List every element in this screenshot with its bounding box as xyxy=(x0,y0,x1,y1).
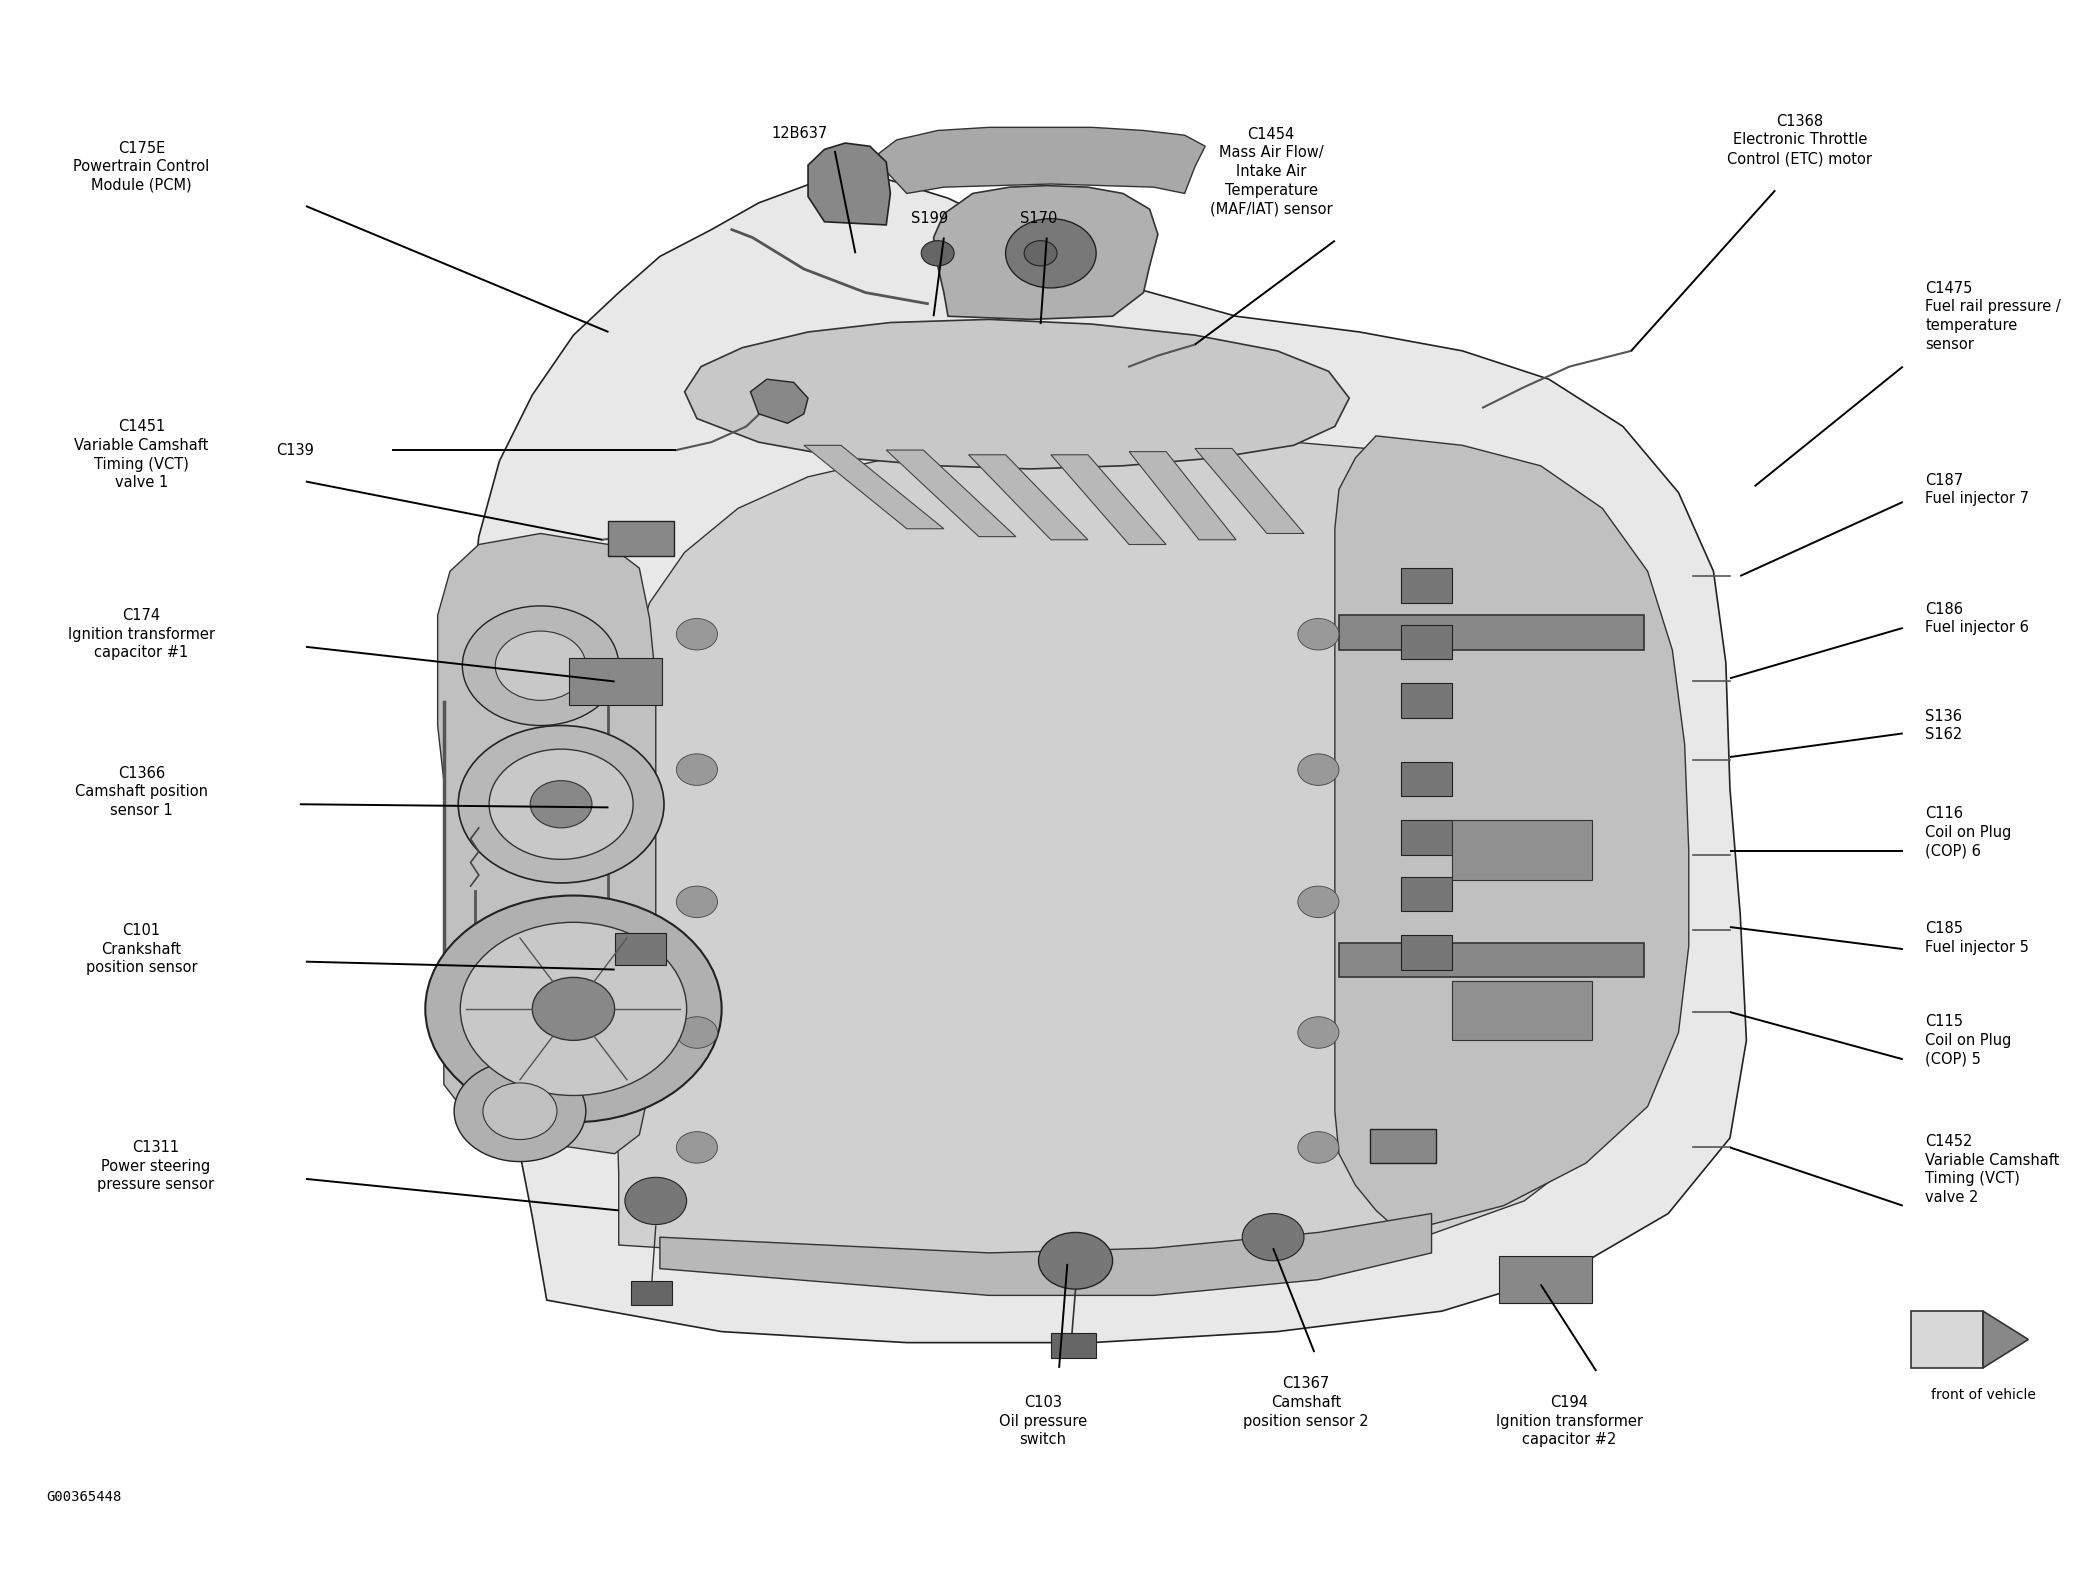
Polygon shape xyxy=(933,186,1158,320)
Circle shape xyxy=(533,978,615,1041)
Circle shape xyxy=(675,754,717,785)
Polygon shape xyxy=(437,533,657,1154)
Polygon shape xyxy=(1129,451,1236,539)
Text: C1452
Variable Camshaft
Timing (VCT)
valve 2: C1452 Variable Camshaft Timing (VCT) val… xyxy=(1926,1134,2060,1205)
Text: C186
Fuel injector 6: C186 Fuel injector 6 xyxy=(1926,602,2028,636)
Circle shape xyxy=(1299,886,1338,918)
Bar xyxy=(1451,981,1591,1041)
Circle shape xyxy=(462,606,619,725)
Text: C103
Oil pressure
switch: C103 Oil pressure switch xyxy=(999,1396,1087,1448)
Polygon shape xyxy=(1194,448,1305,533)
Polygon shape xyxy=(876,128,1204,194)
Bar xyxy=(1401,935,1451,970)
Polygon shape xyxy=(1334,435,1690,1233)
Text: C139: C139 xyxy=(276,443,314,457)
Bar xyxy=(615,934,667,965)
Circle shape xyxy=(675,1132,717,1164)
Circle shape xyxy=(625,1178,686,1225)
Circle shape xyxy=(1299,754,1338,785)
Polygon shape xyxy=(887,449,1016,536)
Polygon shape xyxy=(751,378,807,423)
Circle shape xyxy=(489,749,634,859)
Bar xyxy=(1338,943,1644,978)
Polygon shape xyxy=(615,438,1658,1268)
Circle shape xyxy=(1039,1233,1112,1288)
Text: C1366
Camshaft position
sensor 1: C1366 Camshaft position sensor 1 xyxy=(75,765,207,818)
Polygon shape xyxy=(684,320,1349,468)
Polygon shape xyxy=(1982,1310,2028,1367)
Circle shape xyxy=(460,923,686,1096)
Polygon shape xyxy=(807,144,891,226)
Polygon shape xyxy=(661,1214,1432,1295)
Circle shape xyxy=(1299,618,1338,650)
Bar xyxy=(1401,820,1451,855)
Circle shape xyxy=(675,1017,717,1049)
Text: C101
Crankshaft
position sensor: C101 Crankshaft position sensor xyxy=(86,923,197,975)
Bar xyxy=(569,658,663,705)
Circle shape xyxy=(1242,1214,1305,1260)
Text: C1367
Camshaft
position sensor 2: C1367 Camshaft position sensor 2 xyxy=(1244,1377,1370,1429)
Bar xyxy=(608,520,673,555)
Text: C1311
Power steering
pressure sensor: C1311 Power steering pressure sensor xyxy=(96,1140,213,1192)
Circle shape xyxy=(531,781,592,828)
Circle shape xyxy=(1025,241,1058,267)
Bar xyxy=(1370,1129,1437,1164)
Circle shape xyxy=(483,1083,556,1140)
Circle shape xyxy=(675,618,717,650)
Text: front of vehicle: front of vehicle xyxy=(1930,1388,2035,1402)
Text: S170: S170 xyxy=(1020,211,1058,226)
Bar xyxy=(1338,615,1644,650)
Text: S136
S162: S136 S162 xyxy=(1926,708,1963,743)
Circle shape xyxy=(1299,1017,1338,1049)
Circle shape xyxy=(496,631,585,700)
Text: C1451
Variable Camshaft
Timing (VCT)
valve 1: C1451 Variable Camshaft Timing (VCT) val… xyxy=(73,419,209,490)
Circle shape xyxy=(922,241,953,267)
Circle shape xyxy=(675,886,717,918)
Polygon shape xyxy=(470,178,1746,1342)
Bar xyxy=(1401,624,1451,659)
Circle shape xyxy=(424,896,721,1123)
Bar xyxy=(1401,877,1451,912)
Bar xyxy=(631,1281,671,1304)
Bar xyxy=(1052,1333,1096,1358)
Circle shape xyxy=(454,1061,585,1162)
Bar xyxy=(1499,1255,1591,1303)
Bar xyxy=(1401,762,1451,796)
Text: G00365448: G00365448 xyxy=(46,1490,121,1504)
Circle shape xyxy=(1006,219,1096,289)
Text: C115
Coil on Plug
(COP) 5: C115 Coil on Plug (COP) 5 xyxy=(1926,1014,2012,1066)
Bar xyxy=(1451,820,1591,880)
Circle shape xyxy=(1299,1132,1338,1164)
Text: C175E
Powertrain Control
Module (PCM): C175E Powertrain Control Module (PCM) xyxy=(73,140,209,192)
Bar xyxy=(1911,1310,1982,1367)
Circle shape xyxy=(458,725,665,883)
Polygon shape xyxy=(968,454,1087,539)
Text: C1454
Mass Air Flow/
Intake Air
Temperature
(MAF/IAT) sensor: C1454 Mass Air Flow/ Intake Air Temperat… xyxy=(1211,126,1332,216)
Text: C187
Fuel injector 7: C187 Fuel injector 7 xyxy=(1926,473,2030,506)
Text: 12B637: 12B637 xyxy=(772,126,828,140)
Text: C194
Ignition transformer
capacitor #2: C194 Ignition transformer capacitor #2 xyxy=(1495,1396,1644,1448)
Text: C1475
Fuel rail pressure /
temperature
sensor: C1475 Fuel rail pressure / temperature s… xyxy=(1926,281,2062,352)
Bar xyxy=(1401,568,1451,602)
Bar xyxy=(1401,683,1451,718)
Polygon shape xyxy=(803,445,943,528)
Text: C116
Coil on Plug
(COP) 6: C116 Coil on Plug (COP) 6 xyxy=(1926,806,2012,859)
Polygon shape xyxy=(1052,454,1167,544)
Text: C185
Fuel injector 5: C185 Fuel injector 5 xyxy=(1926,921,2028,954)
Text: C1368
Electronic Throttle
Control (ETC) motor: C1368 Electronic Throttle Control (ETC) … xyxy=(1727,114,1871,166)
Text: S199: S199 xyxy=(912,211,947,226)
Text: C174
Ignition transformer
capacitor #1: C174 Ignition transformer capacitor #1 xyxy=(67,609,215,661)
